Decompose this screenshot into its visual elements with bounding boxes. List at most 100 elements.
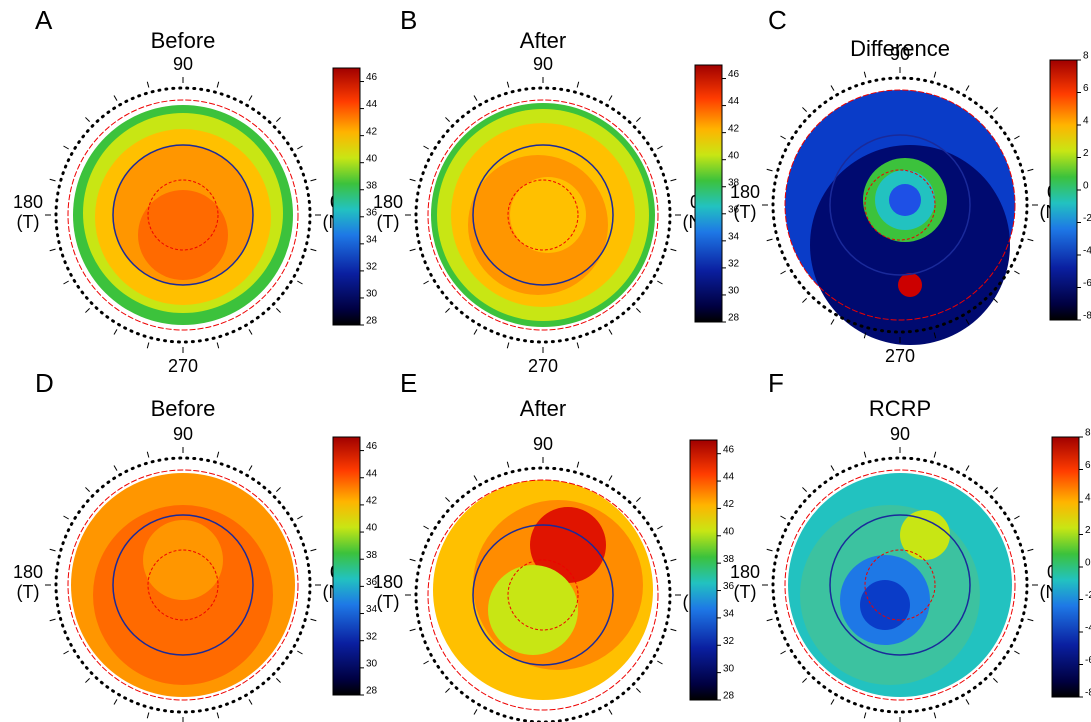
colorbar-tick-label: 0 [1085, 558, 1091, 569]
angle-tick [766, 618, 773, 622]
colorbar-tick-label: 28 [728, 313, 740, 324]
colorbar [689, 439, 718, 701]
angle-tick [248, 329, 253, 335]
angle-tick [802, 107, 808, 113]
angle-tick [670, 628, 677, 632]
colorbar-tick-label: -8 [1083, 311, 1091, 322]
angle-tick [1014, 135, 1020, 140]
angle-tick [780, 650, 786, 655]
angle-tick [506, 81, 510, 88]
angle-tick [670, 558, 677, 562]
angle-tick [85, 307, 91, 313]
angle-label: (T) [17, 582, 40, 602]
angle-tick [310, 548, 317, 552]
red-dashed-circle [427, 479, 659, 711]
angle-tick [445, 497, 451, 503]
angle-tick [216, 342, 220, 349]
panel: EAfter90270180(T)0(N)2830323436384042444… [373, 368, 735, 722]
angle-tick [992, 487, 998, 493]
panel: DBefore90270180(T)0(N)283032343638404244… [13, 368, 378, 722]
panel-title: After [520, 396, 566, 421]
angle-tick [576, 342, 580, 349]
blue-circle [112, 514, 254, 656]
colorbar-tick-label: 32 [366, 631, 378, 642]
colorbar-tick-label: 2 [1083, 148, 1089, 159]
colorbar-tick-label: 46 [723, 444, 735, 455]
angle-tick [297, 280, 303, 285]
outer-dotted-ring [54, 456, 312, 714]
contour-region [898, 273, 922, 297]
panel-label: E [400, 368, 417, 398]
colorbar-tick-label: 34 [366, 604, 378, 615]
colorbar-tick-label: 28 [366, 686, 378, 697]
colorbar-tick-label: 38 [728, 177, 740, 188]
angle-tick [933, 451, 937, 458]
panel-label: F [768, 368, 784, 398]
angle-label: 90 [533, 54, 553, 74]
red-dashed-circle [67, 99, 299, 331]
red-dashed-circle [784, 89, 1016, 321]
angle-tick [506, 461, 510, 468]
angle-tick [146, 451, 150, 458]
colorbar-tick-label: 40 [366, 523, 378, 534]
angle-tick [635, 117, 641, 123]
blue-circle [112, 144, 254, 286]
colorbar-tick-label: 36 [366, 207, 378, 218]
colorbar-tick-label: 34 [728, 231, 740, 242]
angle-tick [473, 475, 478, 481]
angle-label: (T) [377, 212, 400, 232]
angle-tick [863, 71, 867, 78]
angle-tick [670, 178, 677, 182]
angle-tick [63, 515, 69, 520]
colorbar-tick-label: -8 [1085, 688, 1091, 699]
angle-tick [965, 85, 970, 91]
colorbar-tick-label: 0 [1083, 181, 1089, 192]
angle-tick [445, 687, 451, 693]
angle-tick [85, 677, 91, 683]
angle-tick [766, 548, 773, 552]
angle-label: 270 [168, 356, 198, 376]
colorbar-tick-label: 40 [723, 526, 735, 537]
angle-tick [216, 451, 220, 458]
panel-label: C [768, 5, 787, 35]
angle-tick [933, 332, 937, 339]
colorbar [332, 436, 361, 696]
angle-label: (T) [17, 212, 40, 232]
angle-label: (T) [377, 592, 400, 612]
outer-dotted-ring [771, 456, 1029, 714]
angle-tick [992, 297, 998, 303]
colorbar-tick-label: 4 [1083, 116, 1089, 127]
angle-tick [802, 487, 808, 493]
colorbar-tick-label: 46 [728, 69, 740, 80]
angle-label: 180 [13, 192, 43, 212]
angle-tick [992, 677, 998, 683]
colorbar [694, 64, 723, 323]
colorbar-tick-label: 36 [728, 204, 740, 215]
angle-tick [310, 248, 317, 252]
panel-label: D [35, 368, 54, 398]
colorbar [1051, 436, 1080, 698]
colorbar-tick-label: 8 [1085, 428, 1091, 439]
colorbar-tick-label: 44 [723, 472, 735, 483]
colorbar-tick-label: 44 [366, 99, 378, 110]
outer-dotted-ring [54, 86, 312, 344]
panel: ABefore90270180(T)0(N)283032343638404244… [13, 5, 378, 376]
angle-tick [297, 515, 303, 520]
angle-tick [146, 342, 150, 349]
angle-tick [275, 677, 281, 683]
angle-label: 90 [173, 424, 193, 444]
angle-tick [608, 709, 613, 715]
contour-region [810, 145, 1010, 345]
panel-title: Before [151, 396, 216, 421]
colorbar-tick-label: 46 [366, 72, 378, 83]
angle-tick [113, 699, 118, 705]
angle-tick [830, 465, 835, 471]
angle-tick [1027, 548, 1034, 552]
colorbar-tick-label: 38 [366, 180, 378, 191]
colorbar-tick-label: -4 [1083, 246, 1091, 257]
panel-title: Before [151, 28, 216, 53]
contour-region [530, 507, 606, 583]
colorbar-tick-label: 44 [728, 96, 740, 107]
